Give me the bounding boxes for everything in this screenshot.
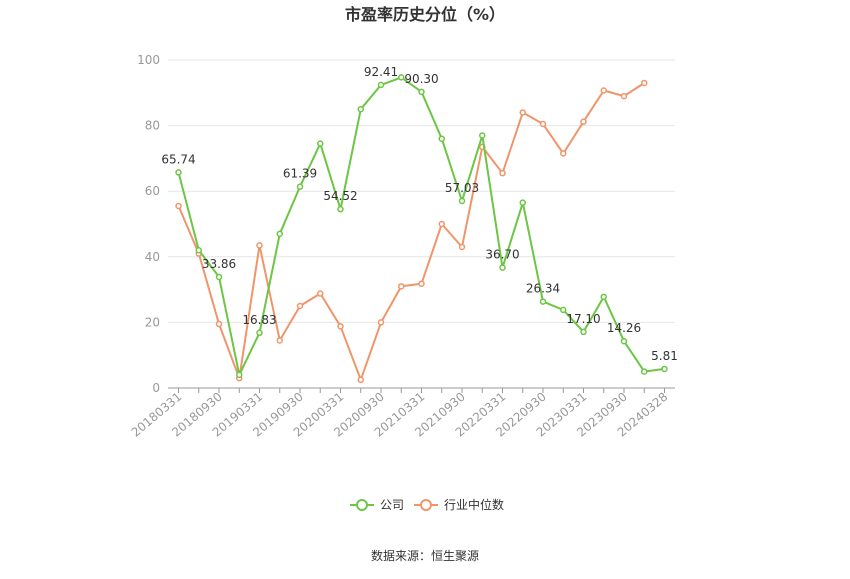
y-tick-label: 80 bbox=[145, 119, 160, 133]
y-tick-label: 20 bbox=[145, 315, 160, 329]
company-point bbox=[236, 371, 243, 379]
data-label: 5.81 bbox=[651, 349, 678, 363]
company-point bbox=[458, 197, 466, 205]
industry-median-point bbox=[438, 220, 445, 228]
y-tick-label: 100 bbox=[137, 53, 160, 67]
chart-title: 市盈率历史分位（%） bbox=[345, 5, 505, 24]
company-point bbox=[418, 88, 425, 96]
industry-median-point bbox=[175, 202, 182, 210]
industry-median-point bbox=[600, 87, 607, 94]
company-point bbox=[479, 132, 486, 139]
data-label: 57.03 bbox=[445, 181, 479, 195]
industry-median-point bbox=[641, 79, 648, 87]
data-label: 26.34 bbox=[526, 282, 560, 296]
company-point bbox=[539, 298, 547, 305]
company-point bbox=[215, 273, 223, 281]
industry-median-point bbox=[276, 337, 283, 344]
y-tick-label: 40 bbox=[145, 250, 160, 264]
data-label: 36.70 bbox=[485, 248, 519, 262]
industry-median-point bbox=[377, 319, 385, 326]
grid-lines bbox=[168, 59, 675, 323]
data-label: 65.74 bbox=[161, 152, 195, 166]
company-point bbox=[438, 135, 445, 142]
industry-median-point bbox=[418, 280, 425, 287]
company-point bbox=[175, 169, 182, 176]
industry-median-point bbox=[296, 302, 304, 310]
industry-median-point bbox=[337, 323, 344, 330]
legend-item-industry-median: 行业中位数 bbox=[444, 497, 504, 512]
source-note: 数据来源：恒生聚源 bbox=[371, 548, 479, 563]
legend-marker bbox=[420, 499, 432, 511]
company-point bbox=[519, 199, 526, 206]
company-series-line bbox=[177, 76, 665, 376]
company-point bbox=[641, 368, 648, 375]
y-tick-label: 0 bbox=[152, 381, 160, 395]
company-point bbox=[398, 74, 405, 81]
data-label: 17.10 bbox=[566, 312, 600, 326]
data-label: 61.39 bbox=[283, 167, 317, 181]
company-point bbox=[560, 306, 567, 314]
industry-median-point bbox=[398, 283, 405, 290]
axes: 0204060801002018033120180930201903312019… bbox=[129, 53, 675, 440]
company-point bbox=[256, 329, 263, 337]
company-point bbox=[377, 81, 385, 89]
industry-median-point bbox=[620, 92, 628, 100]
company-point bbox=[600, 293, 607, 301]
company-point bbox=[499, 264, 506, 271]
industry-median-point bbox=[215, 320, 223, 328]
legend-marker bbox=[356, 499, 368, 511]
series-lines bbox=[175, 74, 668, 384]
data-label: 54.52 bbox=[323, 189, 357, 203]
industry-median-point bbox=[539, 120, 547, 128]
company-point bbox=[276, 230, 283, 238]
legend-item-company: 公司 bbox=[380, 498, 404, 512]
company-point bbox=[317, 140, 324, 147]
industry-median-point bbox=[357, 376, 364, 384]
y-tick-label: 60 bbox=[145, 184, 160, 198]
company-point bbox=[580, 328, 587, 336]
industry-median-point bbox=[580, 118, 587, 125]
data-label: 16.83 bbox=[242, 313, 276, 327]
legend: 公司 行业中位数 bbox=[350, 497, 504, 512]
data-label: 14.26 bbox=[607, 321, 641, 335]
industry-median-point bbox=[519, 109, 526, 116]
data-label: 33.86 bbox=[202, 257, 236, 271]
data-labels: 65.74 33.86 16.83 61.39 54.52 92.41 90.30 57.03… bbox=[161, 65, 678, 363]
industry-median-point bbox=[458, 243, 466, 251]
company-point bbox=[337, 205, 344, 213]
company-point bbox=[620, 337, 628, 345]
industry-median-point bbox=[256, 242, 263, 249]
industry-median-point bbox=[560, 150, 567, 157]
industry-median-series-line bbox=[177, 82, 645, 381]
company-point bbox=[661, 365, 668, 373]
data-label: 90.30 bbox=[404, 72, 438, 86]
data-label: 92.41 bbox=[364, 65, 398, 79]
industry-median-point bbox=[317, 290, 324, 297]
company-point bbox=[357, 105, 364, 113]
industry-median-point bbox=[499, 169, 506, 177]
company-point bbox=[296, 183, 304, 190]
company-point bbox=[195, 246, 202, 254]
